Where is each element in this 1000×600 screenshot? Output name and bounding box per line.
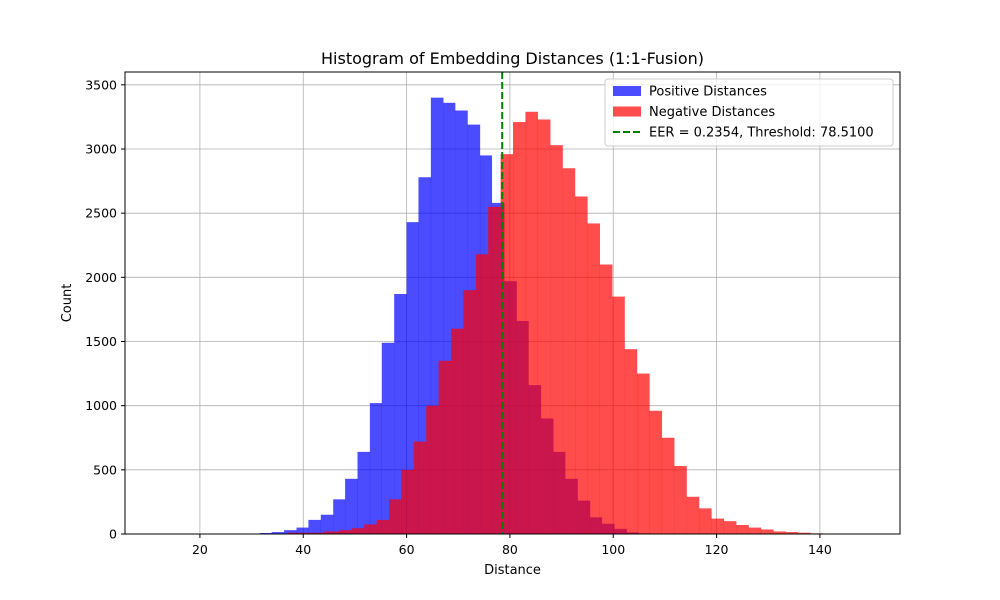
chart-title: Histogram of Embedding Distances (1:1-Fu… <box>321 49 704 68</box>
negative-bar <box>748 527 762 534</box>
negative-bar <box>500 154 514 534</box>
positive-bar <box>381 342 395 534</box>
negative-bar <box>711 518 725 534</box>
y-axis-ticks: 0 500 1000 1500 2000 2500 3000 3500 <box>85 77 125 542</box>
negative-bar <box>426 405 439 534</box>
x-tick-label: 60 <box>399 542 415 557</box>
legend: Positive Distances Negative Distances EER … <box>604 78 894 147</box>
y-tick-label: 1500 <box>85 334 117 349</box>
negative-bar <box>376 519 390 534</box>
negative-bar <box>798 532 811 534</box>
x-tick-label: 140 <box>808 542 832 557</box>
negative-bar <box>773 531 787 534</box>
positive-bar <box>284 530 297 534</box>
histogram-bars <box>153 97 846 535</box>
y-tick-label: 3500 <box>85 77 117 92</box>
y-tick-label: 0 <box>109 527 117 542</box>
negative-bar <box>488 206 501 534</box>
legend-negative-swatch <box>613 106 641 117</box>
legend-negative-label: Negative Distances <box>649 105 775 120</box>
negative-bar <box>537 119 551 534</box>
negative-bar <box>674 465 687 534</box>
x-tick-label: 80 <box>502 542 518 557</box>
negative-bar <box>785 532 799 534</box>
plot-frame <box>124 71 901 535</box>
negative-bar <box>686 496 700 534</box>
negative-bar <box>401 469 415 534</box>
negative-bar <box>599 264 613 534</box>
positive-bar <box>345 478 358 534</box>
negative-bar <box>364 524 377 534</box>
negative-bar <box>661 437 675 534</box>
negative-bar <box>513 122 526 535</box>
x-tick-label: 100 <box>601 542 625 557</box>
negative-bar <box>413 441 427 534</box>
negative-bar <box>389 499 402 534</box>
negative-bar <box>351 528 365 534</box>
negative-bar <box>624 349 638 534</box>
positive-bar <box>259 532 272 534</box>
negative-bar <box>323 531 340 534</box>
x-tick-label: 20 <box>192 542 208 557</box>
negative-bar <box>525 111 539 535</box>
negative-bar <box>723 521 737 534</box>
x-axis-label: Distance <box>484 563 541 578</box>
positive-bar <box>333 499 346 534</box>
y-tick-label: 1000 <box>85 398 117 413</box>
negative-bar <box>649 410 663 534</box>
positive-bar <box>296 527 309 534</box>
negative-bar <box>339 530 353 534</box>
y-tick-label: 500 <box>93 462 117 477</box>
negative-bar <box>463 290 477 534</box>
positive-bar <box>369 403 382 534</box>
y-axis-label: Count <box>60 284 75 323</box>
positive-bar <box>271 532 285 534</box>
positive-bar <box>320 514 334 534</box>
x-tick-label: 40 <box>295 542 311 557</box>
negative-bar <box>612 296 625 534</box>
negative-bar <box>637 373 650 534</box>
positive-bar <box>357 451 371 534</box>
legend-box <box>604 78 894 147</box>
x-axis-ticks: 20 40 60 80 100 120 140 <box>192 534 832 557</box>
negative-bar <box>438 360 452 534</box>
legend-positive-label: Positive Distances <box>649 85 767 100</box>
y-tick-label: 3000 <box>85 142 117 157</box>
negative-bar <box>575 196 588 534</box>
negative-bar <box>587 223 601 534</box>
negative-bar <box>699 508 712 534</box>
negative-bar <box>550 145 563 534</box>
negative-bar <box>287 532 325 534</box>
negative-bar <box>451 328 464 534</box>
y-tick-label: 2000 <box>85 270 117 285</box>
legend-threshold-label: EER = 0.2354, Threshold: 78.5100 <box>649 126 874 141</box>
negative-bar <box>475 254 489 534</box>
negative-bar <box>562 168 576 534</box>
positive-bar <box>308 519 322 534</box>
legend-positive-swatch <box>613 86 641 96</box>
y-tick-label: 2500 <box>85 206 117 221</box>
negative-bar <box>736 525 749 534</box>
negative-bar <box>761 529 774 534</box>
x-tick-label: 120 <box>705 542 729 557</box>
